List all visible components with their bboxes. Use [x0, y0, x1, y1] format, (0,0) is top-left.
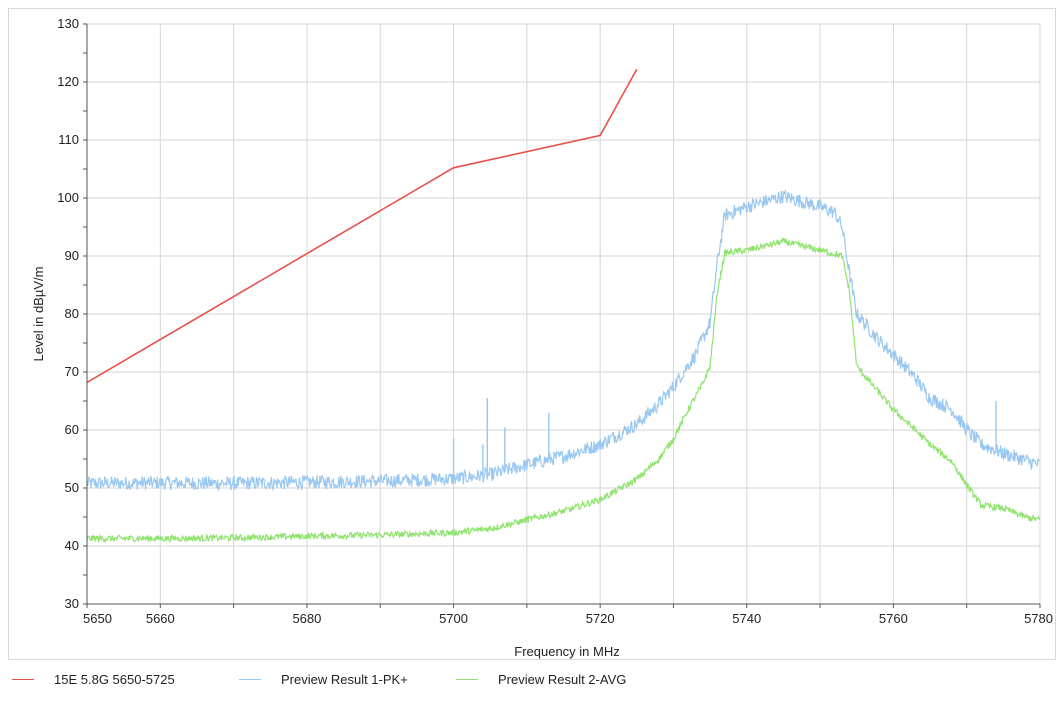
legend-item: Preview Result 2-AVG	[456, 672, 626, 687]
chart-plot: Frequency in MHz Level in dBµV/m 30 40 50 6…	[31, 16, 1053, 659]
y-axis-title: Level in dBµV/m	[31, 267, 46, 362]
legend-label: Preview Result 1-PK+	[281, 672, 408, 687]
series-preview-result-2-avg	[86, 237, 1041, 544]
y-tick-label: 60	[65, 422, 79, 437]
axes: Frequency in MHz Level in dBµV/m 30 40 50 6…	[31, 16, 1053, 659]
chart-frame	[8, 8, 1056, 660]
x-tick-label: 5780	[1024, 611, 1053, 626]
y-tick-label: 50	[65, 480, 79, 495]
y-tick-label: 30	[65, 596, 79, 611]
y-tick-label: 80	[65, 306, 79, 321]
y-tick-label: 110	[58, 132, 79, 147]
legend-item: 15E 5.8G 5650-5725	[12, 672, 175, 687]
legend-swatch	[456, 679, 478, 680]
y-tick-label: 40	[65, 538, 79, 553]
legend-item: Preview Result 1-PK+	[239, 672, 408, 687]
legend-swatch	[12, 679, 34, 680]
x-axis-title: Frequency in MHz	[514, 644, 619, 659]
x-tick-label: 5720	[586, 611, 615, 626]
legend-label: 15E 5.8G 5650-5725	[54, 672, 175, 687]
x-tick-label: 5660	[146, 611, 175, 626]
legend-swatch	[239, 679, 261, 680]
y-tick-label: 100	[57, 190, 79, 205]
x-tick-label: 5740	[732, 611, 761, 626]
legend-label: Preview Result 2-AVG	[498, 672, 627, 687]
series-layer	[86, 68, 1041, 544]
legend: 15E 5.8G 5650-5725 Preview Result 1-PK+ Pr…	[0, 664, 1064, 708]
y-tick-label: 130	[57, 16, 79, 31]
x-tick-label: 5760	[879, 611, 908, 626]
y-tick-label: 90	[65, 248, 79, 263]
x-tick-label: 5700	[439, 611, 468, 626]
y-tick-label: 120	[57, 74, 79, 89]
x-tick-label: 5650	[83, 611, 112, 626]
series-preview-result-1-pk	[86, 189, 1041, 493]
grid	[86, 23, 1041, 605]
y-tick-label: 70	[65, 364, 79, 379]
series-15e-5-8g-5650-5725	[86, 68, 638, 384]
x-tick-label: 5680	[292, 611, 321, 626]
